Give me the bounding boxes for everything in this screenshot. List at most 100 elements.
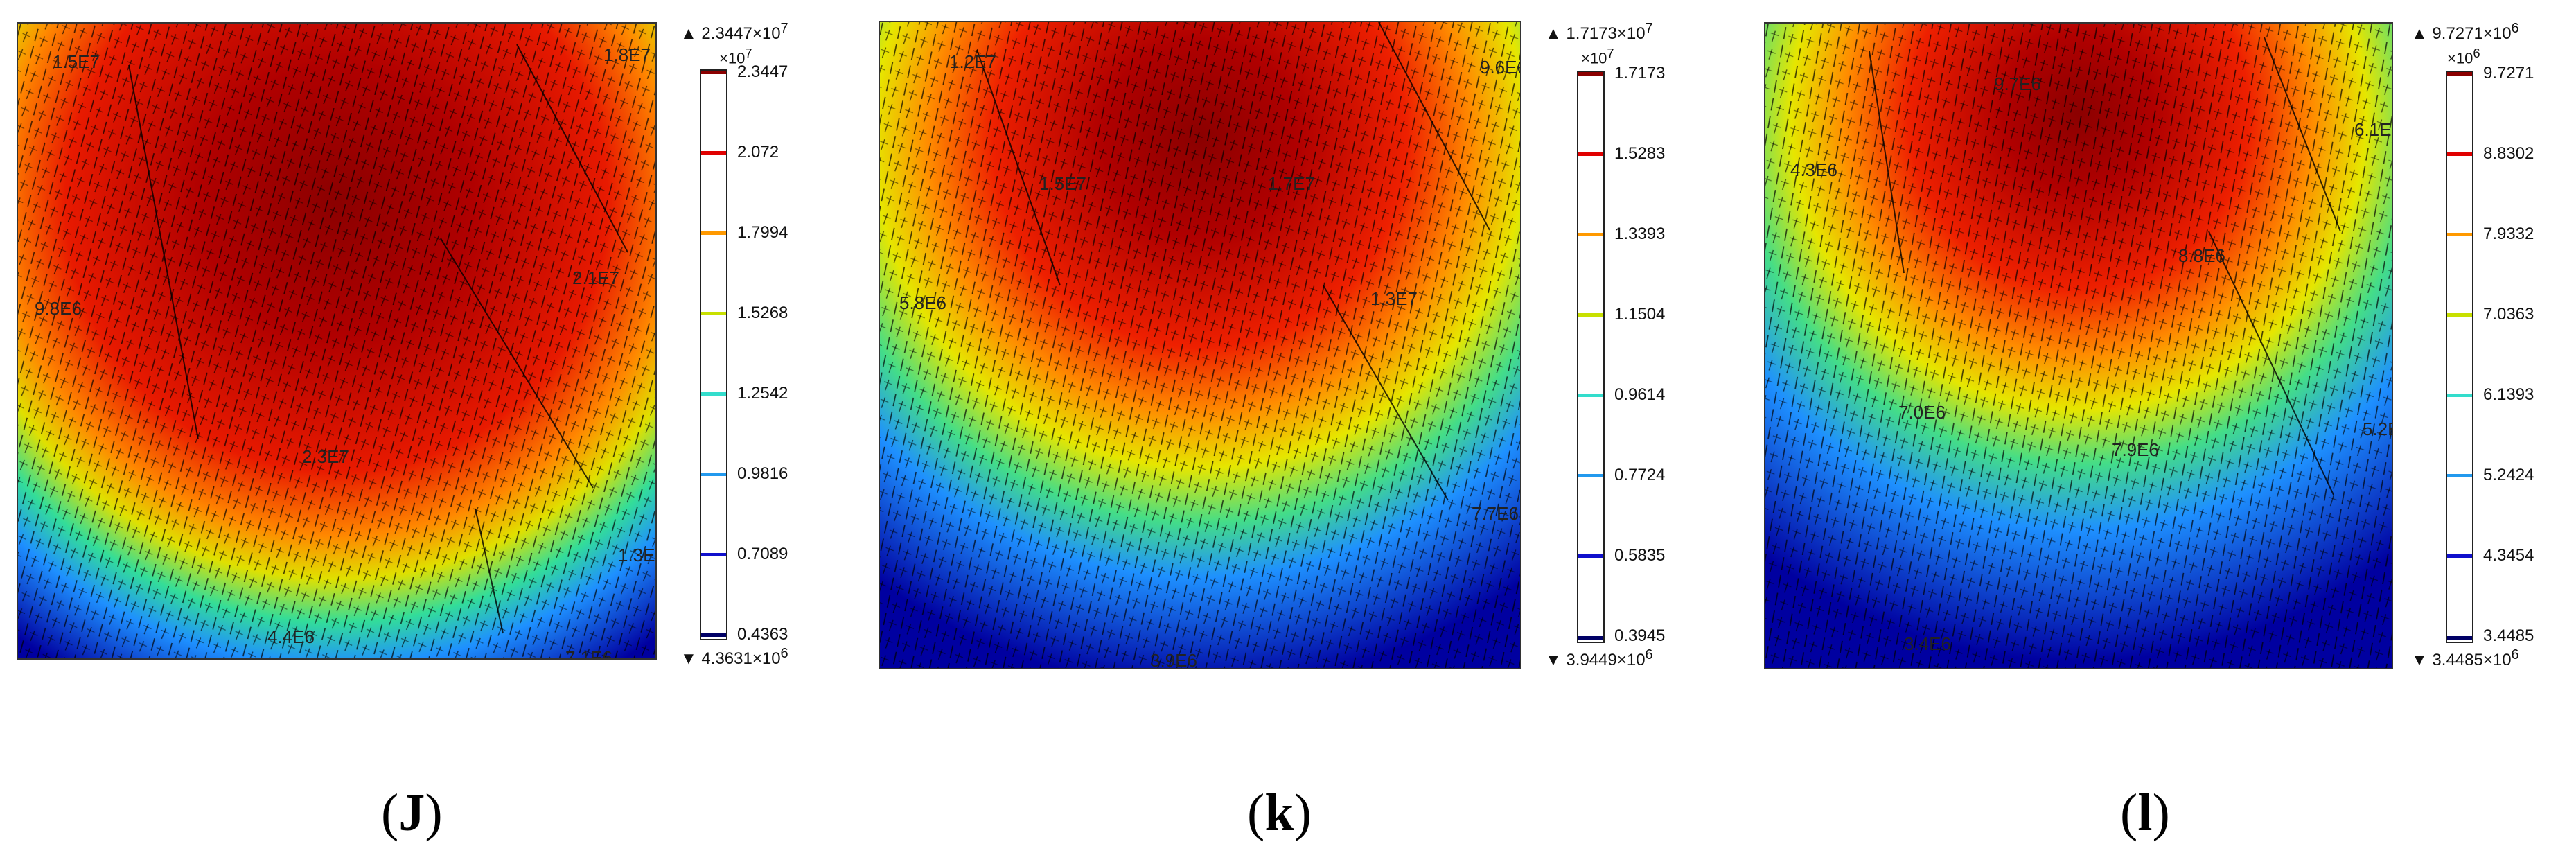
colorbar-tick	[2447, 152, 2472, 156]
panel-caption: (J)	[381, 783, 443, 843]
colorbar-max-label: ▲ 2.3447×107	[680, 21, 788, 44]
contour-label: 6.1E6	[2354, 119, 2392, 140]
colorbar-tick	[1578, 152, 1603, 156]
contour-plot-k: 1.2E7 9.6E6 1.5E7 1.7E7 5.8E6 1.3E7 7.7E…	[879, 21, 1521, 669]
colorbar-tick	[1578, 554, 1603, 558]
colorbar-l	[2446, 71, 2473, 643]
colorbar-tick-label: 1.2542	[737, 384, 788, 403]
colorbar-tick	[701, 312, 726, 315]
colorbar-tick-label: 0.7089	[737, 545, 788, 563]
colorbar-tick-label: 0.9816	[737, 464, 788, 483]
caption-paren: )	[1294, 784, 1312, 842]
contour-label: 5.2E6	[2363, 419, 2392, 439]
contour-label: 7.9E6	[2112, 439, 2159, 460]
contour-plot-l: 9.7E6 6.1E6 4.3E6 8.8E6 7.0E6 7.9E6 5.2E…	[1764, 22, 2393, 669]
colorbar-tick	[701, 473, 726, 476]
contour-label: 1.2E7	[949, 51, 996, 72]
colorbar-tick-label: 8.8302	[2483, 144, 2534, 163]
contour-label: 4.4E6	[267, 626, 315, 647]
colorbar-multiplier: ×107	[1581, 46, 1614, 67]
max-text: ▲ 9.7271×10	[2411, 24, 2512, 43]
colorbar-tick-label: 0.9614	[1614, 385, 1666, 404]
colorbar-tick-label: 1.5283	[1614, 144, 1666, 163]
mult-exp: 6	[2473, 46, 2480, 60]
colorbar-tick	[701, 231, 726, 235]
colorbar-max-label: ▲ 1.7173×107	[1545, 21, 1653, 44]
contour-plot-j: 1.5E7 1.8E7 9.8E6 2.1E7 2.3E7 1.3E7 4.4E…	[17, 22, 657, 660]
contour-label: 2.3E7	[302, 446, 349, 467]
contour-label: 1.8E7	[603, 44, 651, 65]
caption-paren: (	[2120, 784, 2138, 842]
min-text: ▼ 3.9449×10	[1545, 651, 1646, 669]
colorbar-min-label: ▼ 3.4485×106	[2411, 647, 2519, 670]
colorbar-tick-label: 4.3454	[2483, 546, 2534, 565]
caption-paren: )	[2152, 784, 2170, 842]
colorbar-tick	[1578, 313, 1603, 317]
colorbar-k	[1577, 71, 1605, 643]
colorbar-tick	[701, 151, 726, 155]
colorbar-tick	[701, 71, 726, 74]
contour-label: 1.5E7	[1039, 173, 1086, 194]
contour-label: 7.1E6	[565, 647, 612, 660]
colorbar-min-label: ▼ 4.3631×106	[680, 646, 788, 669]
colorbar-tick-label: 0.3945	[1614, 626, 1666, 645]
max-text: ▲ 2.3447×10	[680, 24, 781, 43]
colorbar-tick-label: 1.7994	[737, 223, 788, 242]
caption-paren: (	[1247, 784, 1265, 842]
mult-text: ×10	[719, 49, 746, 67]
panel-j: 1.5E7 1.8E7 9.8E6 2.1E7 2.3E7 1.3E7 4.4E…	[0, 0, 859, 862]
mult-text: ×10	[2447, 49, 2473, 67]
panel-k: 1.2E7 9.6E6 1.5E7 1.7E7 5.8E6 1.3E7 7.7E…	[859, 0, 1718, 862]
colorbar-tick-label: 1.1504	[1614, 305, 1666, 324]
colorbar-tick-label: 1.7173	[1614, 64, 1666, 82]
min-exp: 6	[1645, 647, 1653, 662]
colorbar-tick	[2447, 313, 2472, 317]
contour-label: 1.5E7	[53, 51, 100, 72]
panel-l: 9.7E6 6.1E6 4.3E6 8.8E6 7.0E6 7.9E6 5.2E…	[1718, 0, 2576, 862]
colorbar-tick-label: 0.5835	[1614, 546, 1666, 565]
colorbar-tick	[2447, 233, 2472, 236]
colorbar-j	[700, 69, 727, 640]
colorbar-tick-label: 6.1393	[2483, 385, 2534, 404]
mult-text: ×10	[1581, 49, 1607, 67]
contour-label: 1.3E7	[1370, 288, 1418, 309]
min-exp: 6	[2511, 647, 2519, 662]
contour-label: 9.8E6	[35, 298, 82, 319]
mult-exp: 7	[745, 46, 752, 60]
colorbar-tick	[1578, 636, 1603, 640]
colorbar-tick-label: 2.3447	[737, 62, 788, 81]
colorbar-tick-label: 5.2424	[2483, 466, 2534, 484]
colorbar-tick	[1578, 474, 1603, 477]
contour-label: 5.8E6	[899, 292, 946, 313]
colorbar-tick-label: 1.3393	[1614, 225, 1666, 243]
colorbar-tick-label: 2.072	[737, 143, 779, 161]
colorbar-tick	[1578, 233, 1603, 236]
mult-exp: 7	[1607, 46, 1614, 60]
colorbar-tick-label: 0.7724	[1614, 466, 1666, 484]
colorbar-tick-label: 1.5268	[737, 304, 788, 322]
contour-label: 7.0E6	[1898, 402, 1946, 423]
colorbar-tick	[1578, 394, 1603, 397]
caption-paren: )	[425, 784, 443, 842]
contour-label: 9.6E6	[1480, 57, 1520, 78]
caption-letter: l	[2137, 784, 2153, 842]
colorbar-tick-label: 7.9332	[2483, 225, 2534, 243]
min-exp: 6	[780, 646, 788, 661]
contour-label: 1.3E7	[618, 545, 655, 565]
colorbar-tick	[2447, 394, 2472, 397]
contour-label: 9.7E6	[1994, 73, 2041, 94]
colorbar-tick	[2447, 72, 2472, 76]
contour-label: 3.4E6	[1904, 633, 1951, 654]
max-exp: 6	[2511, 21, 2519, 36]
contour-label: 4.3E6	[1790, 159, 1837, 180]
max-exp: 7	[780, 21, 788, 36]
min-text: ▼ 3.4485×10	[2411, 651, 2512, 669]
contour-label: 3.9E6	[1150, 650, 1197, 669]
min-text: ▼ 4.3631×10	[680, 649, 781, 668]
contour-label: 2.1E7	[572, 267, 619, 288]
colorbar-tick-label: 7.0363	[2483, 305, 2534, 324]
caption-paren: (	[381, 784, 399, 842]
contour-label: 1.7E7	[1268, 173, 1315, 194]
panel-caption: (l)	[2120, 783, 2170, 843]
max-exp: 7	[1645, 21, 1653, 36]
